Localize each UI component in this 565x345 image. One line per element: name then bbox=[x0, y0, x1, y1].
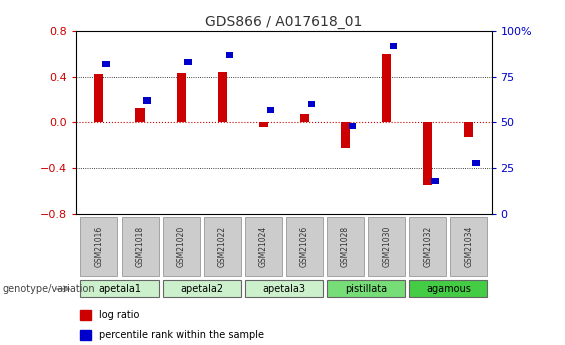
FancyBboxPatch shape bbox=[327, 280, 405, 297]
Bar bbox=[218, 72, 227, 122]
FancyBboxPatch shape bbox=[409, 217, 446, 276]
Bar bbox=[144, 97, 151, 104]
Bar bbox=[136, 108, 145, 122]
Bar bbox=[80, 310, 91, 320]
Text: GSM21016: GSM21016 bbox=[94, 226, 103, 267]
FancyBboxPatch shape bbox=[80, 280, 159, 297]
Text: log ratio: log ratio bbox=[99, 310, 140, 320]
Text: GSM21028: GSM21028 bbox=[341, 226, 350, 267]
FancyBboxPatch shape bbox=[163, 280, 241, 297]
FancyBboxPatch shape bbox=[80, 217, 118, 276]
Text: GSM21030: GSM21030 bbox=[382, 226, 391, 267]
FancyBboxPatch shape bbox=[163, 217, 199, 276]
Text: GSM21018: GSM21018 bbox=[136, 226, 145, 267]
Text: GSM21034: GSM21034 bbox=[464, 226, 473, 267]
Text: apetala3: apetala3 bbox=[262, 284, 306, 294]
Bar bbox=[464, 122, 473, 137]
Text: agamous: agamous bbox=[426, 284, 471, 294]
FancyBboxPatch shape bbox=[327, 217, 364, 276]
FancyBboxPatch shape bbox=[368, 217, 405, 276]
Bar bbox=[423, 122, 432, 185]
Bar bbox=[80, 330, 91, 339]
Text: pistillata: pistillata bbox=[345, 284, 387, 294]
Text: GSM21024: GSM21024 bbox=[259, 226, 268, 267]
Text: GSM21026: GSM21026 bbox=[300, 226, 309, 267]
FancyBboxPatch shape bbox=[409, 280, 488, 297]
Bar bbox=[390, 42, 397, 49]
Text: GSM21032: GSM21032 bbox=[423, 226, 432, 267]
FancyBboxPatch shape bbox=[450, 217, 488, 276]
Text: percentile rank within the sample: percentile rank within the sample bbox=[99, 330, 264, 340]
Bar bbox=[267, 107, 274, 113]
Bar bbox=[177, 73, 186, 122]
Bar bbox=[341, 122, 350, 148]
Bar bbox=[300, 115, 309, 122]
FancyBboxPatch shape bbox=[245, 280, 323, 297]
Bar bbox=[259, 122, 268, 127]
Bar bbox=[308, 101, 315, 107]
Text: GSM21020: GSM21020 bbox=[177, 226, 186, 267]
FancyBboxPatch shape bbox=[286, 217, 323, 276]
Bar bbox=[431, 178, 438, 184]
Bar bbox=[225, 52, 233, 58]
Bar bbox=[349, 123, 357, 129]
Bar bbox=[382, 54, 391, 122]
FancyBboxPatch shape bbox=[121, 217, 159, 276]
Text: apetala1: apetala1 bbox=[98, 284, 141, 294]
Bar bbox=[184, 59, 192, 65]
Text: GSM21022: GSM21022 bbox=[218, 226, 227, 267]
FancyBboxPatch shape bbox=[245, 217, 282, 276]
Bar bbox=[472, 159, 480, 166]
Bar bbox=[94, 75, 103, 122]
Bar bbox=[102, 61, 110, 67]
FancyBboxPatch shape bbox=[204, 217, 241, 276]
Text: apetala2: apetala2 bbox=[180, 284, 223, 294]
Text: genotype/variation: genotype/variation bbox=[3, 284, 95, 294]
Title: GDS866 / A017618_01: GDS866 / A017618_01 bbox=[205, 14, 363, 29]
